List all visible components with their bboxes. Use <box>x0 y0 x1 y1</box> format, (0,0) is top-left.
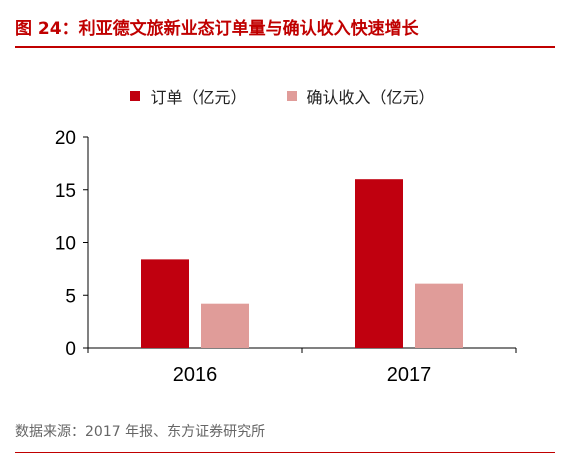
y-tick-label: 10 <box>55 234 76 255</box>
chart-title: 图 24：利亚德文旅新业态订单量与确认收入快速增长 <box>15 19 419 39</box>
bar-revenue-2017 <box>415 283 463 348</box>
bar-orders-2016 <box>141 259 189 348</box>
bar-chart: 0 5 10 15 20 2016 2017 <box>55 128 517 386</box>
title-divider <box>15 46 555 48</box>
y-tick-label: 20 <box>55 128 76 149</box>
y-tick-label: 15 <box>55 181 76 202</box>
legend-item-revenue: 确认收入（亿元） <box>286 84 435 108</box>
y-tick-label: 0 <box>65 339 76 360</box>
source-note: 数据来源：2017 年报、东方证券研究所 <box>15 424 266 440</box>
legend-swatch-revenue <box>286 91 297 101</box>
bar-revenue-2016 <box>201 303 249 348</box>
legend-swatch-orders <box>130 91 141 101</box>
x-category-label: 2017 <box>387 364 432 386</box>
footer-divider <box>15 452 555 453</box>
x-category-label: 2016 <box>173 364 218 386</box>
y-tick-label: 5 <box>65 286 76 307</box>
legend-label-orders: 订单（亿元） <box>150 88 247 107</box>
legend: 订单（亿元） 确认收入（亿元） <box>0 84 565 108</box>
legend-item-orders: 订单（亿元） <box>130 84 247 108</box>
legend-label-revenue: 确认收入（亿元） <box>306 88 435 107</box>
bar-orders-2017 <box>355 179 403 348</box>
